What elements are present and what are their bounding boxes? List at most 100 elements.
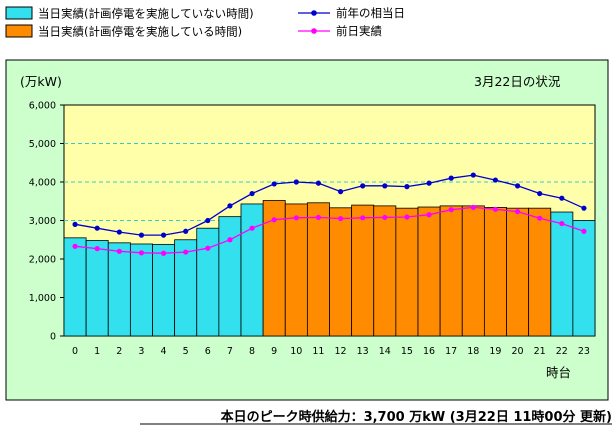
x-tick-label: 11: [312, 346, 324, 357]
bar: [506, 207, 530, 337]
data-point: [293, 179, 299, 185]
unit-label: (万kW): [20, 74, 62, 89]
bar: [107, 242, 131, 337]
bar: [152, 243, 176, 337]
x-tick-label: 5: [183, 346, 189, 357]
data-point: [360, 215, 366, 221]
data-point: [581, 205, 587, 211]
x-tick-label: 2: [116, 346, 122, 357]
data-point: [559, 195, 565, 201]
bar: [461, 205, 485, 337]
y-tick-label: 4,000: [29, 178, 56, 189]
data-point: [94, 246, 100, 252]
x-tick-label: 12: [335, 346, 347, 357]
series-line: [75, 206, 585, 254]
bar: [395, 207, 419, 337]
data-point: [138, 250, 145, 256]
x-tick-label: 7: [227, 346, 233, 357]
legend-marker: [311, 28, 317, 34]
x-tick-label: 17: [445, 346, 457, 357]
x-axis-label: 時台: [546, 365, 571, 380]
data-point: [514, 209, 521, 215]
data-point: [470, 204, 476, 211]
data-point: [426, 180, 432, 186]
data-point: [271, 181, 277, 187]
bar: [129, 243, 153, 337]
bar: [329, 207, 353, 337]
legend-swatch: [5, 24, 33, 38]
data-point: [382, 183, 388, 189]
x-tick-label: 4: [161, 346, 167, 357]
data-point: [205, 245, 211, 251]
data-point: [426, 212, 432, 218]
y-tick-label: 0: [50, 332, 56, 343]
y-tick-label: 2,000: [29, 255, 56, 266]
data-point: [271, 217, 277, 223]
data-point: [116, 248, 122, 254]
y-tick-label: 1,000: [29, 293, 56, 304]
bar: [85, 240, 109, 337]
y-tick-label: 6,000: [29, 101, 56, 112]
x-tick-label: 19: [489, 346, 501, 357]
data-point: [559, 220, 565, 227]
legend-swatch: [5, 6, 33, 20]
x-tick-label: 8: [249, 346, 255, 357]
data-point: [492, 177, 499, 183]
legend-label: 当日実績(計画停電を実施している時間): [38, 25, 242, 39]
data-point: [404, 184, 410, 190]
bar: [550, 211, 574, 337]
bar: [63, 237, 87, 337]
x-tick-label: 23: [578, 346, 590, 357]
y-tick-label: 5,000: [29, 139, 56, 150]
x-tick-label: 9: [271, 346, 277, 357]
series-line: [74, 174, 585, 236]
x-tick-label: 0: [72, 346, 78, 357]
bar: [306, 202, 330, 337]
data-point: [537, 190, 543, 197]
data-point: [315, 180, 322, 186]
x-tick-label: 20: [512, 346, 524, 357]
bar: [483, 207, 507, 337]
bar: [218, 216, 242, 337]
line-series: [72, 172, 587, 256]
data-point: [183, 228, 189, 234]
x-tick-label: 3: [138, 346, 144, 357]
data-point: [470, 172, 476, 178]
x-tick-label: 13: [357, 346, 369, 357]
data-point: [337, 189, 344, 195]
bar: [417, 206, 441, 337]
data-point: [448, 207, 454, 213]
data-point: [293, 215, 299, 221]
legend-label: 前日実績: [336, 24, 382, 38]
bar: [196, 227, 220, 337]
bar: [572, 220, 596, 337]
data-point: [581, 228, 587, 234]
legend: 当日実績(計画停電を実施していない時間) 当日実績(計画停電を実施している時間) 前…: [5, 6, 405, 39]
data-point: [249, 190, 255, 197]
legend-label: 当日実績(計画停電を実施していない時間): [38, 7, 254, 21]
data-point: [360, 183, 366, 189]
data-point: [492, 206, 499, 212]
data-point: [315, 214, 322, 221]
bar: [284, 203, 308, 337]
data-point: [227, 237, 233, 243]
data-point: [205, 217, 211, 224]
data-point: [72, 221, 78, 227]
bar-series: [63, 200, 596, 337]
data-point: [183, 249, 189, 255]
data-point: [404, 214, 410, 220]
x-tick-label: 1: [94, 346, 100, 357]
data-point: [382, 214, 388, 221]
date-label: 3月22日の状況: [474, 74, 561, 89]
data-point: [249, 225, 255, 231]
peak-supply-footer: 本日のピーク時供給力：3,700 万kW (3月22日 11時00分 更新): [221, 409, 612, 425]
data-point: [94, 225, 100, 231]
bar: [439, 205, 463, 337]
bar: [528, 207, 552, 337]
x-tick-label: 16: [423, 346, 435, 357]
y-tick-label: 3,000: [29, 216, 56, 227]
data-point: [116, 229, 122, 235]
data-point: [160, 250, 167, 256]
